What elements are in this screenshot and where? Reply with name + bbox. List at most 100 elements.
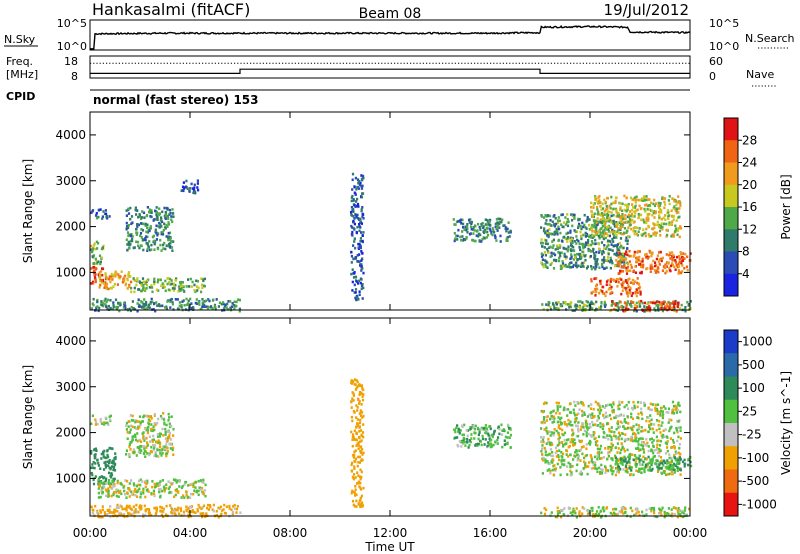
map-cell <box>627 226 630 229</box>
map-cell <box>193 489 196 492</box>
map-cell <box>690 464 693 468</box>
map-cell <box>362 286 365 290</box>
map-cell <box>351 188 354 191</box>
map-cell <box>128 453 131 457</box>
map-cell <box>679 204 682 207</box>
map-cell <box>358 455 362 459</box>
map-cell <box>105 464 108 467</box>
map-cell <box>552 238 555 242</box>
map-cell <box>597 202 600 205</box>
map-cell <box>167 238 170 242</box>
map-cell <box>362 423 365 426</box>
map-cell <box>577 226 580 229</box>
map-cell <box>192 485 195 488</box>
map-cell <box>549 263 552 266</box>
map-cell <box>676 462 679 466</box>
map-cell <box>556 512 560 516</box>
map-cell <box>606 256 610 259</box>
map-cell <box>356 464 359 468</box>
map-cell <box>569 469 572 473</box>
map-cell <box>674 224 677 228</box>
map-cell <box>200 283 204 287</box>
map-cell <box>475 234 478 237</box>
map-cell <box>555 449 558 453</box>
map-cell <box>596 212 599 216</box>
map-cell <box>153 494 156 498</box>
map-cell <box>96 247 99 250</box>
map-cell <box>555 429 558 433</box>
map-cell <box>132 511 135 515</box>
map-cell <box>359 281 362 285</box>
map-cell <box>594 267 597 271</box>
map-cell <box>103 449 106 453</box>
map-cell <box>233 307 236 310</box>
map-cell <box>164 214 167 218</box>
map-cell <box>460 445 463 448</box>
map-cell <box>614 224 617 228</box>
x-axis-label: Time UT <box>364 540 415 554</box>
map-cell <box>635 294 638 298</box>
map-cell <box>99 420 102 423</box>
map-cell <box>151 428 154 431</box>
map-cell <box>129 217 132 221</box>
map-cell <box>541 457 544 461</box>
colorbar-swatch <box>724 207 738 230</box>
map-cell <box>571 265 574 269</box>
map-cell <box>168 434 171 437</box>
map-cell <box>577 427 580 431</box>
map-cell <box>101 217 104 220</box>
map-cell <box>93 244 96 247</box>
map-cell <box>599 444 603 448</box>
map-cell <box>174 508 177 512</box>
map-cell <box>560 441 564 444</box>
map-cell <box>597 242 601 246</box>
map-cell <box>144 427 147 430</box>
map-cell <box>574 417 577 421</box>
map-cell <box>593 431 596 435</box>
map-cell <box>626 266 630 269</box>
noise-right-tick-bottom: 10^0 <box>709 40 739 53</box>
map-cell <box>566 265 569 268</box>
map-cell <box>594 219 597 223</box>
map-cell <box>359 481 362 485</box>
map-cell <box>143 449 146 453</box>
map-cell <box>617 280 620 284</box>
map-cell <box>143 504 146 508</box>
map-cell <box>558 443 561 446</box>
map-cell <box>656 446 659 449</box>
map-cell <box>108 479 111 482</box>
map-cell <box>187 507 190 510</box>
map-cell <box>643 470 646 474</box>
map-cell <box>676 466 679 469</box>
map-cell <box>204 514 207 517</box>
map-cell <box>165 423 168 427</box>
map-cell <box>552 473 555 477</box>
map-cell <box>108 418 112 422</box>
map-cell <box>626 208 629 211</box>
map-cell <box>605 259 608 262</box>
x-tick-label: 04:00 <box>173 526 208 540</box>
map-cell <box>617 436 620 439</box>
map-cell <box>621 456 624 460</box>
map-cell <box>355 214 358 217</box>
map-cell <box>635 209 638 212</box>
map-cell <box>659 303 662 306</box>
map-cell <box>492 229 495 232</box>
map-cell <box>237 298 240 301</box>
map-cell <box>614 446 617 449</box>
map-cell <box>617 231 620 235</box>
map-cell <box>651 467 654 471</box>
map-cell <box>648 212 651 216</box>
map-cell <box>614 435 617 438</box>
map-cell <box>603 256 606 259</box>
map-cell <box>127 207 130 211</box>
map-cell <box>99 274 102 277</box>
map-cell <box>582 433 585 436</box>
map-cell <box>358 384 361 387</box>
map-cell <box>676 408 679 412</box>
map-cell <box>666 446 669 449</box>
map-cell <box>545 303 548 306</box>
map-cell <box>136 432 139 435</box>
map-cell <box>102 282 105 285</box>
map-cell <box>131 425 134 429</box>
